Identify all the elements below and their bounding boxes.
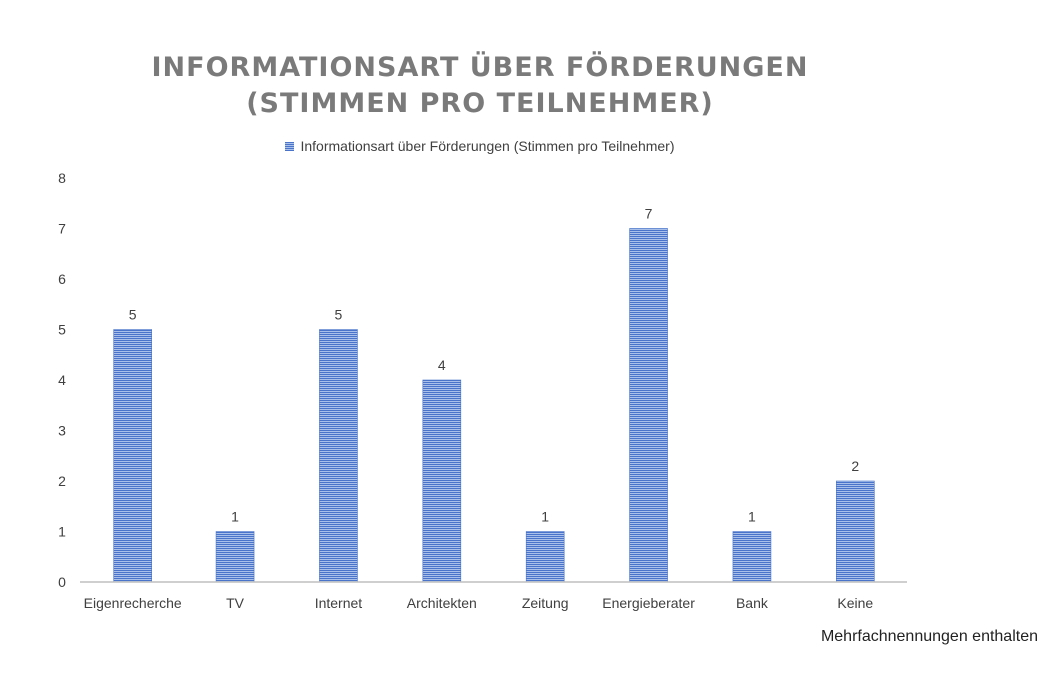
x-tick-label: Internet	[315, 595, 363, 611]
chart-title-line-1: INFORMATIONSART ÜBER FÖRDERUNGEN	[151, 52, 809, 83]
bar-value-label: 2	[851, 458, 859, 474]
bar-value-label: 5	[335, 307, 343, 323]
bar-architekten	[422, 379, 462, 583]
x-tick-label: Bank	[736, 595, 769, 611]
bar-energieberater	[629, 228, 668, 583]
x-tick-label: Architekten	[407, 595, 477, 611]
legend-label: Informationsart über Förderungen (Stimme…	[300, 138, 675, 154]
legend-swatch	[285, 141, 295, 151]
x-tick-label: TV	[226, 595, 245, 611]
x-tick-label: Eigenrecherche	[84, 595, 182, 611]
bar-keine	[836, 480, 875, 583]
bar-data-labels: 5 1 5 4 1 7 1 2	[129, 206, 860, 525]
chart-title-line-2: (STIMMEN PRO TEILNEHMER)	[246, 88, 714, 119]
chart-title: INFORMATIONSART ÜBER FÖRDERUNGEN (STIMME…	[80, 50, 880, 122]
bar-value-label: 7	[645, 206, 653, 222]
y-tick-label: 1	[58, 524, 66, 540]
bars	[113, 228, 875, 583]
x-axis-labels: Eigenrecherche TV Internet Architekten Zeitu…	[84, 595, 874, 611]
x-tick-label: Zeitung	[522, 595, 569, 611]
bar-value-label: 1	[231, 509, 239, 525]
y-tick-label: 7	[58, 221, 66, 237]
bar-zeitung	[525, 531, 565, 583]
bar-tv	[215, 531, 255, 583]
y-tick-label: 5	[58, 322, 66, 338]
y-tick-label: 6	[58, 271, 66, 287]
y-tick-label: 2	[58, 473, 66, 489]
footnote: Mehrfachnennungen enthalten	[820, 628, 1038, 645]
bar-value-label: 1	[541, 509, 549, 525]
y-tick-label: 3	[58, 423, 66, 439]
bar-value-label: 1	[748, 509, 756, 525]
bar-eigenrecherche	[113, 329, 152, 583]
y-tick-label: 8	[58, 170, 66, 186]
bar-bank	[732, 531, 772, 583]
chart-legend: Informationsart über Förderungen (Stimme…	[180, 138, 780, 154]
bar-value-label: 5	[129, 307, 137, 323]
y-axis-ticks: 0 1 2 3 4 5 6 7 8	[58, 170, 66, 590]
x-tick-label: Keine	[837, 595, 873, 611]
y-tick-label: 0	[58, 574, 66, 590]
x-tick-label: Energieberater	[602, 595, 695, 611]
bar-internet	[319, 329, 358, 583]
y-tick-label: 4	[58, 372, 66, 388]
bar-value-label: 4	[438, 357, 446, 373]
